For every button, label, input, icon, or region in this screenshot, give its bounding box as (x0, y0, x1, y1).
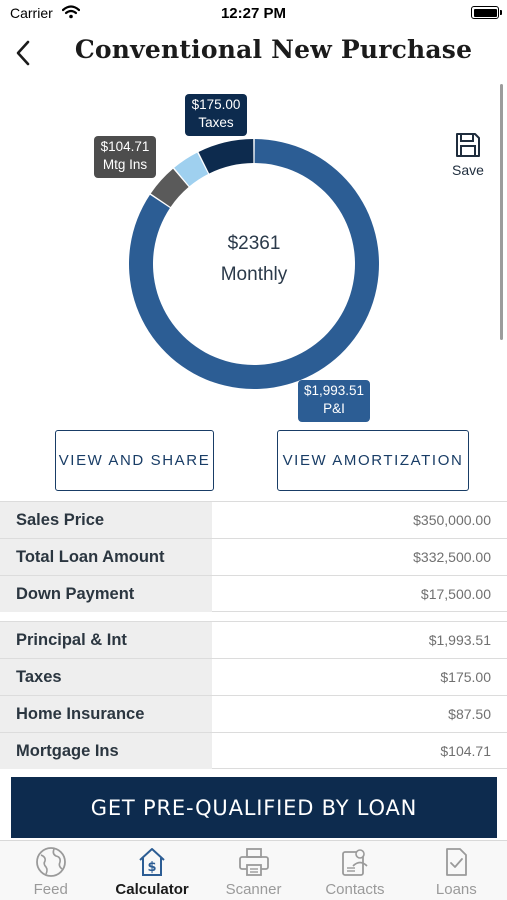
tab-label: Scanner (225, 881, 282, 898)
tab-contacts[interactable]: Contacts (304, 841, 405, 900)
tab-scanner[interactable]: Scanner (203, 841, 304, 900)
table-row: Principal & Int $1,993.51 (0, 621, 507, 658)
tab-label: Feed (33, 881, 68, 898)
row-label: Home Insurance (0, 696, 212, 732)
donut-slice-taxes (198, 139, 254, 174)
taxes-callout-amount: $175.00 (191, 97, 241, 112)
svg-text:$: $ (148, 860, 157, 875)
calculator-dollar-icon: $ (139, 848, 165, 876)
principal-interest-callout: $1,993.51 P&I (298, 380, 370, 422)
clock: 12:27 PM (220, 5, 287, 22)
row-value: $1,993.51 (428, 632, 491, 648)
document-check-icon (446, 848, 468, 876)
tab-loans[interactable]: Loans (406, 841, 507, 900)
contacts-icon (342, 849, 368, 876)
battery-icon (471, 6, 502, 19)
tab-label: Contacts (325, 881, 385, 898)
view-and-share-button[interactable]: VIEW AND SHARE (55, 430, 214, 491)
loan-summary-table: Sales Price $350,000.00 Total Loan Amoun… (0, 501, 507, 612)
monthly-total-amount: $2361 (227, 233, 281, 254)
row-label: Mortgage Ins (0, 733, 212, 769)
view-amortization-button[interactable]: VIEW AMORTIZATION (277, 430, 469, 491)
donut-slice-home-insurance (174, 152, 209, 187)
payment-chart: $2361 Monthly $175.00 Taxes $104.71 Mtg … (0, 80, 507, 425)
row-value: $87.50 (448, 706, 491, 722)
row-value: $104.71 (440, 743, 491, 759)
printer-icon (238, 848, 269, 876)
tab-label: Loans (435, 881, 477, 898)
mortgage-insurance-callout: $104.71 Mtg Ins (94, 136, 156, 178)
donut-slice-mtg-ins (150, 168, 189, 208)
row-label: Down Payment (0, 576, 212, 612)
tab-bar: Feed $ Calculator Scanner Contacts (0, 840, 507, 900)
principal-interest-callout-label: P&I (323, 401, 345, 416)
taxes-callout-label: Taxes (198, 115, 234, 130)
taxes-callout: $175.00 Taxes (185, 94, 247, 136)
table-row: Home Insurance $87.50 (0, 695, 507, 732)
mortgage-insurance-callout-label: Mtg Ins (102, 157, 148, 172)
row-label: Principal & Int (0, 622, 212, 658)
row-label: Sales Price (0, 502, 212, 538)
tab-calculator[interactable]: $ Calculator (101, 841, 202, 900)
principal-interest-callout-amount: $1,993.51 (304, 383, 365, 398)
donut-chart (129, 139, 379, 390)
chevron-left-icon (16, 40, 30, 66)
payment-breakdown-table: Principal & Int $1,993.51 Taxes $175.00 … (0, 621, 507, 769)
table-row: Down Payment $17,500.00 (0, 575, 507, 612)
row-label: Total Loan Amount (0, 539, 212, 575)
scroll-indicator[interactable] (500, 84, 503, 340)
get-pre-qualified-button[interactable]: GET PRE-QUALIFIED BY LOAN (11, 777, 497, 838)
status-bar: Carrier 12:27 PM (0, 0, 507, 28)
floppy-disk-icon (456, 133, 480, 157)
table-row: Sales Price $350,000.00 (0, 501, 507, 538)
monthly-total-label: Monthly (220, 264, 288, 285)
wifi-icon (61, 5, 81, 23)
mortgage-insurance-callout-amount: $104.71 (100, 139, 150, 154)
save-label: Save (452, 162, 484, 178)
carrier-name: Carrier (10, 5, 53, 21)
row-value: $332,500.00 (413, 549, 491, 565)
back-button[interactable] (8, 36, 38, 70)
row-value: $175.00 (440, 669, 491, 685)
row-value: $350,000.00 (413, 512, 491, 528)
table-row: Taxes $175.00 (0, 658, 507, 695)
save-button[interactable]: Save (446, 132, 490, 184)
page-title: Conventional New Purchase (74, 35, 473, 64)
row-value: $17,500.00 (420, 586, 491, 602)
tab-feed[interactable]: Feed (0, 841, 101, 900)
navigation-bar: Conventional New Purchase (0, 28, 507, 78)
tab-label: Calculator (115, 881, 189, 898)
table-row: Mortgage Ins $104.71 (0, 732, 507, 769)
globe-icon (35, 847, 66, 877)
table-row: Total Loan Amount $332,500.00 (0, 538, 507, 575)
row-label: Taxes (0, 659, 212, 695)
